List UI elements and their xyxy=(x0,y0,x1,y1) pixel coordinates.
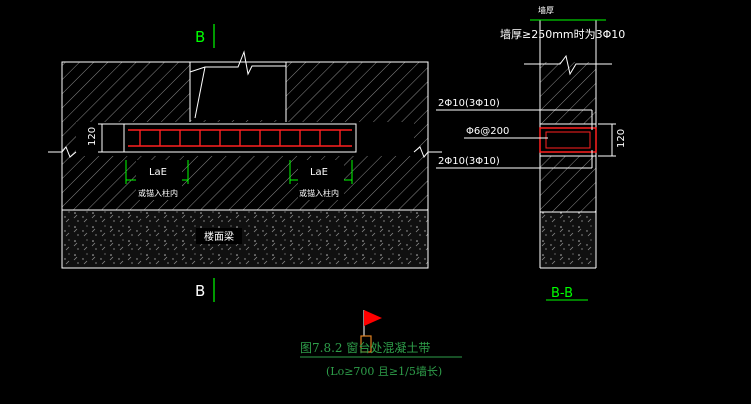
wall-note: 墙厚≥250mm时为3Φ10 xyxy=(500,27,625,41)
lae-right-sub: 或锚入柱内 xyxy=(299,188,339,198)
section-marker-top: B xyxy=(195,28,205,46)
svg-text:120: 120 xyxy=(616,129,627,148)
rebar-bottom-label: 2Φ10(3Φ10) xyxy=(438,156,500,167)
dimension-120-left: 120 xyxy=(87,123,124,153)
section-view: 2Φ10(3Φ10) Φ6@200 2Φ10(3Φ10) 120 墙厚 墙厚≥2… xyxy=(436,5,627,301)
wall-thickness-label: 墙厚 xyxy=(538,5,554,15)
rebar-stirrup-label: Φ6@200 xyxy=(466,126,509,137)
figure-caption: 图7.8.2 窗台处混凝土带 xyxy=(300,340,430,355)
figure-note: (Lo≥700 且≥1/5墙长) xyxy=(326,364,442,378)
lae-right-label: LaE xyxy=(310,167,328,178)
window-opening xyxy=(190,62,286,120)
section-marker-bottom: B xyxy=(195,282,205,300)
figure-caption-block: 图7.8.2 窗台处混凝土带 (Lo≥700 且≥1/5墙长) xyxy=(300,310,462,378)
rebar-section xyxy=(539,127,597,153)
rebar-cage xyxy=(128,129,352,147)
concrete-band xyxy=(76,122,414,156)
upper-wall xyxy=(540,62,596,124)
section-bb-label: B-B xyxy=(551,286,573,301)
lae-left-label: LaE xyxy=(149,167,167,178)
floor-beam-label: 楼面梁 xyxy=(204,230,234,243)
dimension-120-right xyxy=(598,123,616,157)
svg-text:120: 120 xyxy=(87,127,98,146)
lae-left-sub: 或锚入柱内 xyxy=(138,188,178,198)
rebar-top-label: 2Φ10(3Φ10) xyxy=(438,98,500,109)
flag-icon xyxy=(360,310,382,353)
elevation-view: 120 LaE 或锚入柱内 LaE 或锚入柱内 楼面梁 B B xyxy=(48,24,442,302)
